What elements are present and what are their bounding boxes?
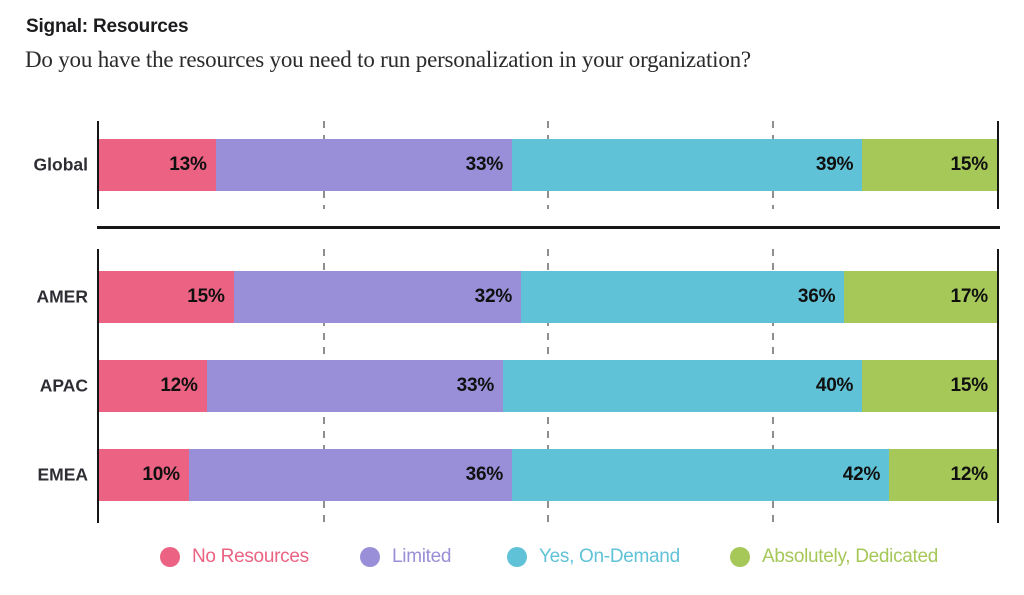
bar-rows-global: Global 13% 33% 39% 15%	[34, 121, 997, 209]
chart-legend: No Resources Limited Yes, On-Demand Absolut…	[0, 546, 1024, 574]
bar-segment-limited: 32%	[233, 271, 522, 323]
legend-item-absolutely-dedicated: Absolutely, Dedicated	[730, 546, 938, 568]
chart-separator	[97, 226, 1000, 229]
bar-row-amer: AMER 15% 32% 36% 17%	[36, 271, 997, 323]
bar-segment-limited: 36%	[188, 449, 513, 501]
bar-segment-no-resources: 15%	[99, 271, 234, 323]
segment-value-label: 36%	[465, 464, 504, 485]
legend-label-limited: Limited	[392, 546, 452, 567]
bar-segment-no-resources: 13%	[99, 139, 216, 191]
segment-value-label: 33%	[456, 375, 495, 396]
segment-value-label: 15%	[187, 286, 225, 307]
segment-value-label: 40%	[815, 375, 854, 396]
row-label-emea: EMEA	[37, 464, 88, 485]
segment-value-label: 12%	[160, 375, 198, 396]
legend-dot-no-resources	[160, 547, 180, 567]
row-label-apac: APAC	[39, 375, 88, 396]
bar-row-emea: EMEA 10% 36% 42% 12%	[37, 449, 997, 501]
row-label-global: Global	[33, 154, 88, 175]
segment-value-label: 13%	[169, 154, 207, 175]
legend-dot-yes-on-demand	[507, 547, 527, 567]
legend-item-limited: Limited	[360, 546, 451, 568]
legend-dot-limited	[360, 547, 380, 567]
segment-value-label: 32%	[474, 286, 513, 307]
segment-value-label: 10%	[142, 464, 180, 485]
segment-value-label: 33%	[465, 154, 504, 175]
regions-bar-chart: AMER 15% 32% 36% 17% APAC 12% 33% 40% 15% EMEA 10% 3…	[36, 249, 999, 523]
segment-value-label: 39%	[815, 154, 854, 175]
bar-segment-no-resources: 10%	[99, 449, 189, 501]
survey-question: Do you have the resources you need to ru…	[25, 47, 751, 72]
bar-segment-absolutely-dedicated: 12%	[889, 449, 997, 501]
bar-segment-yes-on-demand: 42%	[512, 449, 890, 501]
page-title: Signal: Resources	[26, 16, 189, 37]
legend-item-yes-on-demand: Yes, On-Demand	[507, 546, 680, 568]
bar-segment-yes-on-demand: 36%	[521, 271, 845, 323]
segment-value-label: 12%	[950, 464, 989, 485]
bar-segment-absolutely-dedicated: 15%	[862, 139, 997, 191]
legend-item-no-resources: No Resources	[160, 546, 309, 568]
bar-segment-absolutely-dedicated: 15%	[862, 360, 997, 412]
bar-rows-regions: AMER 15% 32% 36% 17% APAC 12% 33% 40% 15% EMEA 10% 3…	[36, 249, 997, 523]
row-label-amer: AMER	[36, 286, 88, 307]
bar-segment-limited: 33%	[215, 139, 513, 191]
bar-segment-absolutely-dedicated: 17%	[844, 271, 997, 323]
segment-value-label: 42%	[842, 464, 881, 485]
bar-segment-limited: 33%	[206, 360, 504, 412]
segment-value-label: 17%	[950, 286, 989, 307]
bar-segment-yes-on-demand: 40%	[503, 360, 863, 412]
bar-row-apac: APAC 12% 33% 40% 15%	[40, 360, 997, 412]
segment-value-label: 15%	[950, 375, 989, 396]
legend-label-yes-on-demand: Yes, On-Demand	[539, 546, 680, 567]
legend-label-no-resources: No Resources	[192, 546, 309, 567]
segment-value-label: 36%	[797, 286, 836, 307]
global-bar-chart: Global 13% 33% 39% 15%	[34, 121, 999, 209]
bar-segment-no-resources: 12%	[99, 360, 207, 412]
legend-dot-absolutely-dedicated	[730, 547, 750, 567]
segment-value-label: 15%	[950, 154, 989, 175]
legend-label-absolutely-dedicated: Absolutely, Dedicated	[762, 546, 939, 567]
bar-row-global: Global 13% 33% 39% 15%	[34, 139, 997, 191]
bar-segment-yes-on-demand: 39%	[512, 139, 863, 191]
